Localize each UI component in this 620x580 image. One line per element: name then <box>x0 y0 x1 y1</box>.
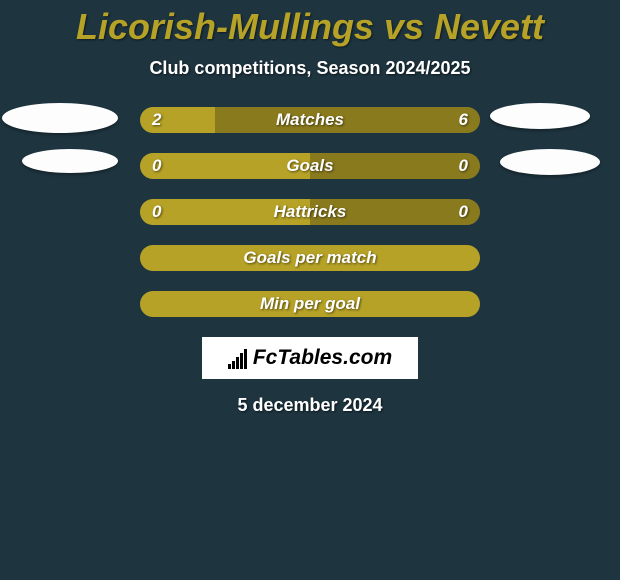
stat-bar-right-segment <box>310 199 480 225</box>
stat-left-value: 2 <box>152 107 161 133</box>
logo-bar <box>244 349 247 369</box>
stat-row: Goals00 <box>0 153 620 179</box>
page-subtitle: Club competitions, Season 2024/2025 <box>0 58 620 79</box>
stat-bar-left-segment <box>140 245 480 271</box>
stat-right-value: 0 <box>459 199 468 225</box>
logo: FcTables.com <box>228 346 392 370</box>
logo-bars-icon <box>228 347 247 369</box>
stat-left-value: 0 <box>152 153 161 179</box>
stat-bar-left-segment <box>140 199 310 225</box>
stat-bar <box>140 199 480 225</box>
stat-left-value: 0 <box>152 199 161 225</box>
stat-row: Min per goal <box>0 291 620 317</box>
stat-bar-right-segment <box>215 107 480 133</box>
logo-bar <box>232 361 235 369</box>
stat-row: Hattricks00 <box>0 199 620 225</box>
page-title: Licorish-Mullings vs Nevett <box>0 6 620 48</box>
stat-row: Matches26 <box>0 107 620 133</box>
logo-bar <box>228 364 231 369</box>
logo-bar <box>236 357 239 369</box>
logo-text: FcTables.com <box>253 346 392 370</box>
player-right-badge <box>500 149 600 175</box>
stat-bar-left-segment <box>140 153 310 179</box>
stat-bar <box>140 107 480 133</box>
stat-bar <box>140 245 480 271</box>
comparison-rows: Matches26Goals00Hattricks00Goals per mat… <box>0 107 620 317</box>
logo-bar <box>240 353 243 369</box>
player-left-badge <box>22 149 118 173</box>
stat-row: Goals per match <box>0 245 620 271</box>
stat-right-value: 0 <box>459 153 468 179</box>
stat-bar <box>140 153 480 179</box>
footer-date: 5 december 2024 <box>0 395 620 416</box>
logo-box: FcTables.com <box>202 337 418 379</box>
player-right-badge <box>490 103 590 129</box>
stat-right-value: 6 <box>459 107 468 133</box>
stat-bar-right-segment <box>310 153 480 179</box>
stat-bar <box>140 291 480 317</box>
player-left-badge <box>2 103 118 133</box>
stat-bar-left-segment <box>140 291 480 317</box>
